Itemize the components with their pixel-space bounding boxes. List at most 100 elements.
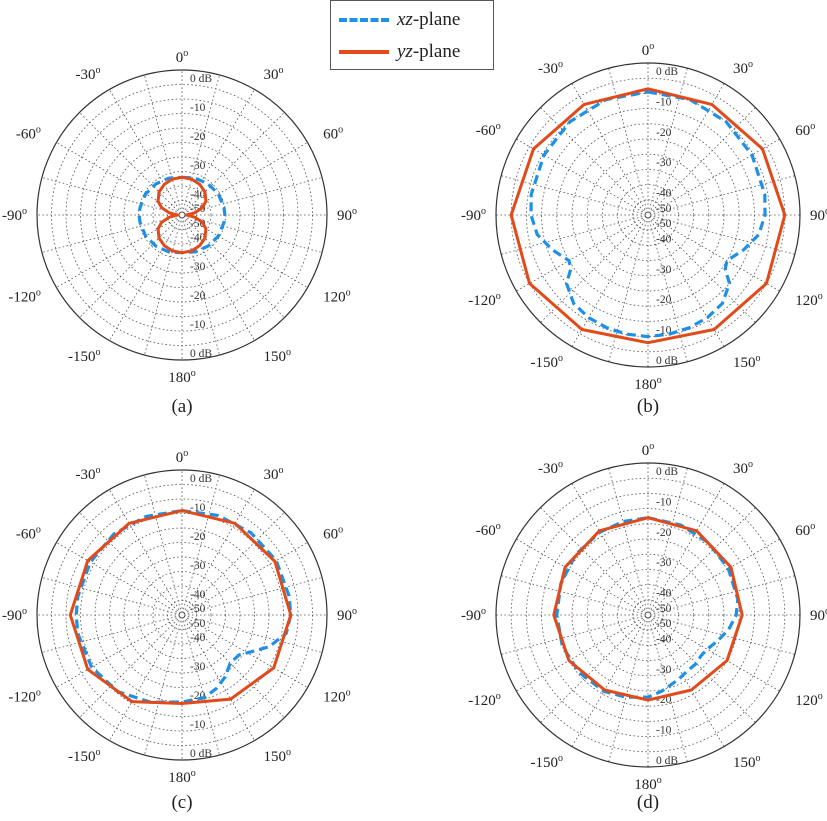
angle-tick-label: 90o: [337, 206, 357, 224]
angle-tick-label: -120o: [8, 688, 41, 706]
polar-chart-b: 0 dB 0 dB -10 -10 -20 -20 -30 -30 -40 -40 -50 -50 0o…: [461, 41, 827, 417]
grid-spoke: [501, 616, 643, 655]
angle-tick-label: 60o: [795, 121, 815, 139]
db-tick-label: 0 dB: [656, 355, 678, 367]
grid-spoke: [571, 219, 646, 347]
grid-ring: [571, 138, 725, 292]
angle-tick-label: 90o: [810, 206, 827, 224]
db-tick-label: -20: [190, 131, 206, 143]
grid-spoke: [109, 489, 180, 611]
grid-spoke: [501, 575, 643, 614]
grid-ring: [109, 542, 255, 688]
angle-tick-label: -90o: [461, 206, 486, 224]
grid-spoke: [540, 107, 645, 212]
grid-spoke: [516, 217, 644, 292]
grid-spoke: [651, 507, 756, 612]
angle-tick-label: -150o: [68, 747, 101, 765]
angle-tick-label: 120o: [795, 691, 823, 709]
grid-spoke: [571, 619, 646, 747]
db-tick-label: -40: [190, 632, 206, 644]
db-tick-label: -50: [656, 618, 672, 630]
grid-spoke: [608, 68, 647, 210]
angle-tick-label: 120o: [323, 288, 351, 306]
db-tick-label: -30: [190, 160, 206, 172]
grid-ring: [586, 153, 710, 277]
grid-spoke: [144, 620, 181, 756]
db-tick-label: -40: [656, 188, 672, 200]
center-marker: [644, 611, 652, 619]
outer-ring: [495, 462, 801, 768]
angle-tick-label: 0o: [642, 441, 655, 459]
grid-spoke: [56, 217, 178, 288]
grid-spoke: [653, 216, 795, 255]
angle-tick-label: 180o: [168, 368, 196, 386]
grid-spoke: [79, 512, 179, 612]
grid-spoke: [650, 619, 725, 747]
db-tick-label: 0 dB: [656, 66, 678, 78]
grid-ring: [109, 142, 255, 288]
grid-spoke: [56, 617, 178, 688]
db-tick-label: -30: [190, 661, 206, 673]
angle-tick-label: 0o: [642, 41, 655, 59]
grid-spoke: [144, 474, 181, 610]
angle-tick-label: 60o: [323, 125, 343, 143]
grid-ring: [602, 168, 695, 261]
grid-spoke: [184, 219, 255, 341]
grid-spoke: [41, 177, 177, 214]
grid-spoke: [649, 220, 688, 362]
grid-spoke: [516, 617, 644, 692]
center-marker: [644, 211, 652, 219]
grid-ring: [571, 538, 725, 692]
grid-spoke: [540, 507, 645, 612]
grid-spoke: [652, 617, 780, 692]
grid-ring: [80, 513, 284, 717]
grid-spoke: [540, 618, 645, 723]
grid-spoke: [649, 468, 688, 610]
grid-spoke: [41, 616, 177, 653]
legend-label-yz: yz-plane: [397, 41, 461, 62]
grid-spoke: [56, 542, 178, 613]
db-tick-label: -10: [190, 502, 206, 514]
grid-spoke: [187, 616, 323, 653]
angle-tick-label: -30o: [76, 465, 101, 483]
grid-spoke: [41, 577, 177, 614]
grid-spoke: [56, 142, 178, 213]
series-line-yz: [552, 516, 744, 702]
grid-spoke: [183, 474, 220, 610]
db-tick-label: 0 dB: [190, 348, 212, 360]
grid-spoke: [650, 483, 725, 611]
series-line-yz: [156, 175, 208, 255]
angle-tick-label: 120o: [795, 291, 823, 309]
db-tick-label: -20: [656, 127, 672, 139]
angle-tick-label: -30o: [538, 59, 563, 77]
grid-spoke: [650, 83, 725, 211]
chart-caption: (b): [637, 396, 659, 417]
grid-spoke: [187, 177, 323, 214]
grid-spoke: [185, 618, 285, 718]
db-tick-label: -40: [656, 233, 672, 245]
grid-spoke: [187, 216, 323, 253]
angle-tick-label: 30o: [733, 59, 753, 77]
db-tick-label: -20: [656, 294, 672, 306]
grid-spoke: [608, 468, 647, 610]
outer-ring: [36, 469, 328, 761]
angle-tick-label: 120o: [323, 688, 351, 706]
grid-spoke: [185, 112, 285, 212]
grid-spoke: [186, 542, 308, 613]
angle-tick-label: 30o: [264, 465, 284, 483]
grid-spoke: [608, 220, 647, 362]
angle-tick-label: 0o: [176, 448, 189, 466]
grid-ring: [65, 498, 299, 732]
grid-spoke: [183, 220, 220, 356]
angle-tick-label: -150o: [68, 347, 101, 365]
legend: xz-plane yz-plane: [330, 0, 494, 70]
grid-spoke: [186, 142, 308, 213]
grid-ring: [152, 185, 212, 245]
grid-ring: [152, 585, 212, 645]
angle-tick-label: 30o: [733, 459, 753, 477]
grid-spoke: [651, 107, 756, 212]
angle-tick-label: 180o: [634, 375, 662, 393]
grid-spoke: [653, 175, 795, 214]
angle-tick-label: 180o: [634, 775, 662, 793]
